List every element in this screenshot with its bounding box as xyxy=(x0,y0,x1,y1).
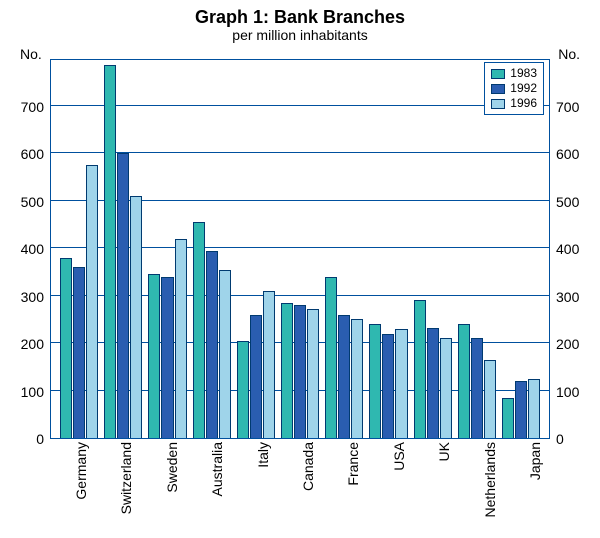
bar-group xyxy=(366,324,410,438)
bar xyxy=(502,398,514,438)
legend-item: 1983 xyxy=(491,66,537,81)
bar xyxy=(307,309,319,438)
legend-item: 1996 xyxy=(491,96,537,111)
legend-swatch xyxy=(491,99,505,109)
bar xyxy=(219,270,231,439)
bar xyxy=(161,277,173,439)
bar xyxy=(325,277,337,439)
bar xyxy=(175,239,187,439)
y-tick-left: 200 xyxy=(6,336,50,352)
bar-group xyxy=(101,65,145,438)
chart-title: Graph 1: Bank Branches xyxy=(0,8,600,28)
bar xyxy=(281,303,293,438)
legend-label: 1992 xyxy=(510,81,537,96)
bar xyxy=(237,341,249,438)
y-tick-left: 100 xyxy=(6,384,50,400)
plot-area: 0100200300400500600700 01002003004005006… xyxy=(50,59,550,439)
bar xyxy=(104,65,116,438)
bar xyxy=(338,315,350,439)
legend-item: 1992 xyxy=(491,81,537,96)
x-label: Sweden xyxy=(141,442,186,532)
bar xyxy=(193,222,205,438)
chart-container: Graph 1: Bank Branches per million inhab… xyxy=(0,0,600,538)
bar xyxy=(471,338,483,438)
plot-box xyxy=(50,59,550,439)
bar xyxy=(395,329,407,438)
y-tick-left: 0 xyxy=(6,431,50,447)
y-tick-right: 500 xyxy=(550,194,594,210)
bars-layer xyxy=(51,60,549,438)
y-axis-unit-right: No. xyxy=(558,46,580,62)
bar xyxy=(351,319,363,439)
legend: 198319921996 xyxy=(484,62,544,115)
bar xyxy=(440,338,452,438)
bar xyxy=(369,324,381,438)
legend-label: 1996 xyxy=(510,96,537,111)
y-tick-right: 100 xyxy=(550,384,594,400)
bar xyxy=(73,267,85,438)
x-label: Canada xyxy=(277,442,322,532)
legend-swatch xyxy=(491,84,505,94)
x-axis-labels: GermanySwitzerlandSwedenAustraliaItalyCa… xyxy=(50,442,550,532)
x-label: Japan xyxy=(505,442,550,532)
bar xyxy=(250,315,262,439)
y-tick-right: 0 xyxy=(550,431,594,447)
y-tick-right: 300 xyxy=(550,289,594,305)
x-label: Germany xyxy=(50,442,95,532)
y-tick-right: 200 xyxy=(550,336,594,352)
bar xyxy=(206,251,218,439)
bar xyxy=(528,379,540,438)
x-label: Australia xyxy=(186,442,231,532)
y-tick-left: 400 xyxy=(6,241,50,257)
bar xyxy=(86,165,98,438)
x-label: France xyxy=(323,442,368,532)
x-label: UK xyxy=(414,442,459,532)
bar-group xyxy=(411,300,455,438)
bar xyxy=(484,360,496,438)
bar xyxy=(515,381,527,438)
bar xyxy=(294,305,306,438)
bar-group xyxy=(499,379,543,438)
bar-group xyxy=(278,303,322,438)
bar xyxy=(414,300,426,438)
x-label: Italy xyxy=(232,442,277,532)
bar-group xyxy=(145,239,189,439)
bar-group xyxy=(57,165,101,438)
y-tick-left: 500 xyxy=(6,194,50,210)
y-tick-left: 300 xyxy=(6,289,50,305)
x-label: USA xyxy=(368,442,413,532)
bar-group xyxy=(455,324,499,438)
bar xyxy=(382,334,394,439)
x-label: Netherlands xyxy=(459,442,504,532)
bar-group xyxy=(190,222,234,438)
bar xyxy=(117,153,129,438)
legend-label: 1983 xyxy=(510,66,537,81)
bar xyxy=(130,196,142,438)
y-tick-right: 600 xyxy=(550,146,594,162)
bar xyxy=(60,258,72,439)
bar-group xyxy=(234,291,278,438)
bar-group xyxy=(322,277,366,439)
y-tick-left: 600 xyxy=(6,146,50,162)
bar xyxy=(427,328,439,438)
y-tick-right: 400 xyxy=(550,241,594,257)
chart-subtitle: per million inhabitants xyxy=(0,28,600,43)
y-axis-unit-left: No. xyxy=(20,46,42,62)
legend-swatch xyxy=(491,69,505,79)
bar xyxy=(263,291,275,438)
bar xyxy=(458,324,470,438)
y-tick-left: 700 xyxy=(6,99,50,115)
x-label: Switzerland xyxy=(95,442,140,532)
bar xyxy=(148,274,160,438)
y-tick-right: 700 xyxy=(550,99,594,115)
